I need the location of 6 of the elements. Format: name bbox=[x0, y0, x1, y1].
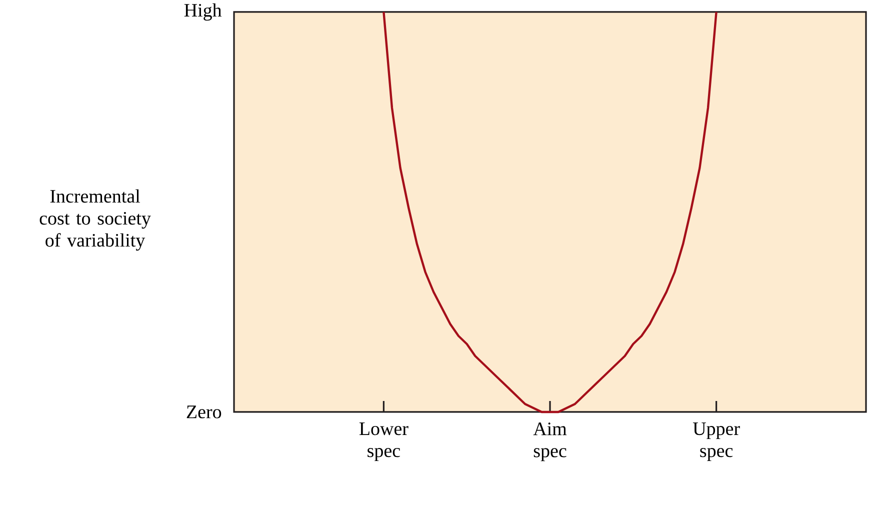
x-tick-label: Lower spec bbox=[359, 422, 408, 462]
y-axis-title: Incremental cost to society of variability bbox=[40, 189, 151, 251]
x-tick-label: Upper spec bbox=[692, 422, 740, 462]
text: Zero bbox=[186, 406, 222, 418]
text: High bbox=[184, 3, 222, 21]
x-tick-label: Aim spec bbox=[533, 422, 567, 462]
